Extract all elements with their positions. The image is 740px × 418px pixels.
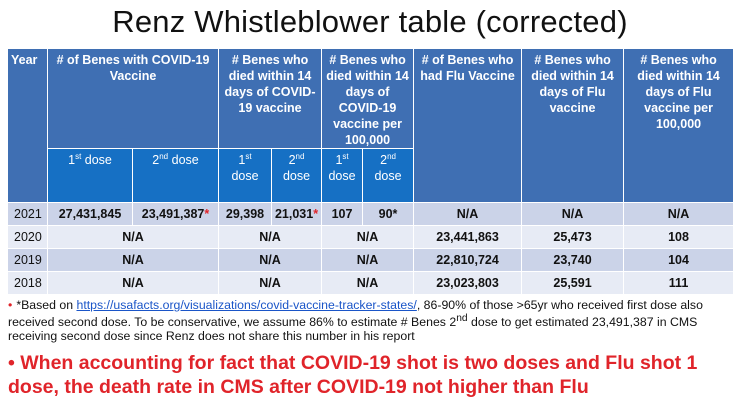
renz-data-table: Year # of Benes with COVID-19 Vaccine # … <box>7 48 735 295</box>
cell-flu-died: N/A <box>521 202 625 226</box>
cell-flu-died: 23,740 <box>521 248 625 272</box>
header-flu-per100k: # Benes who died within 14 days of Flu v… <box>623 48 735 203</box>
cell-died-dose2: 21,031* <box>271 202 323 226</box>
conclusion-text: • When accounting for fact that COVID-19… <box>8 351 736 399</box>
subheader-vaccine-dose1: 1st dose <box>47 148 133 203</box>
cell-year: 2019 <box>7 248 48 272</box>
footnote-sup: nd <box>456 313 468 324</box>
subheader-died-dose1: 1st dose <box>218 148 273 203</box>
cell-year: 2020 <box>7 225 48 249</box>
cell-flu-vaccine: 23,023,803 <box>413 271 523 295</box>
slide-title: Renz Whistleblower table (corrected) <box>112 4 628 39</box>
header-covid-vaccine: # of Benes with COVID-19 Vaccine <box>46 48 220 149</box>
table-row: 2018 N/A N/A N/A 23,023,803 25,591 111 <box>7 271 735 295</box>
cell-covid-vaccine: N/A <box>46 271 220 295</box>
cell-died-dose1: 29,398 <box>218 202 273 226</box>
header-year: Year <box>7 48 48 203</box>
footnote-body: , 86-90% of those >65yr who received fir… <box>8 298 703 330</box>
footnote-body-end: dose to get estimated 23,491,387 in CMS … <box>8 315 698 344</box>
conclusion-bullet: • <box>8 352 15 374</box>
cell-covid-dose2: 23,491,387* <box>131 202 220 226</box>
header-covid-per100k: # Benes who died within 14 days of COVID… <box>321 48 415 149</box>
header-flu-vaccine: # of Benes who had Flu Vaccine <box>413 48 523 203</box>
table-row: 2020 N/A N/A N/A 23,441,863 25,473 108 <box>7 225 735 249</box>
cell-covid-rate: N/A <box>321 248 415 272</box>
footnote-intro: *Based on <box>16 298 77 312</box>
subheader-rate-dose2: 2nd dose <box>362 148 415 203</box>
cell-flu-died: 25,591 <box>521 271 625 295</box>
usafacts-link[interactable]: https://usafacts.org/visualizations/covi… <box>76 298 417 312</box>
cell-covid-rate: N/A <box>321 225 415 249</box>
cell-covid-vaccine: N/A <box>46 225 220 249</box>
cell-covid-dose1: 27,431,845 <box>47 202 133 226</box>
cell-flu-rate: 108 <box>623 225 735 249</box>
subheader-died-dose2: 2nd dose <box>271 148 323 203</box>
cell-flu-rate: 111 <box>623 271 735 295</box>
footnote: • *Based on https://usafacts.org/visualiz… <box>8 298 732 343</box>
cell-flu-rate: 104 <box>623 248 735 272</box>
cell-flu-vaccine: 23,441,863 <box>413 225 523 249</box>
subheader-vaccine-dose2: 2nd dose <box>131 148 220 203</box>
cell-covid-died: N/A <box>218 248 323 272</box>
subheader-rate-dose1: 1st dose <box>321 148 364 203</box>
header-covid-died: # Benes who died within 14 days of COVID… <box>218 48 323 149</box>
cell-covid-died: N/A <box>218 225 323 249</box>
conclusion-body: When accounting for fact that COVID-19 s… <box>8 352 698 398</box>
cell-covid-died: N/A <box>218 271 323 295</box>
cell-covid-rate: N/A <box>321 271 415 295</box>
table-row: 2021 27,431,845 23,491,387* 29,398 21,03… <box>7 202 735 226</box>
cell-covid-vaccine: N/A <box>46 248 220 272</box>
cell-flu-died: 25,473 <box>521 225 625 249</box>
cell-year: 2018 <box>7 271 48 295</box>
subheader-row: 1st dose 2nd dose 1st dose 2nd dose 1st dos… <box>8 148 734 203</box>
header-row: Year # of Benes with COVID-19 Vaccine # … <box>7 48 735 203</box>
cell-year: 2021 <box>7 202 48 226</box>
cell-rate-dose2: 90* <box>362 202 415 226</box>
cell-rate-dose1: 107 <box>321 202 364 226</box>
footnote-bullet: • <box>8 298 13 312</box>
table-row: 2019 N/A N/A N/A 22,810,724 23,740 104 <box>7 248 735 272</box>
cell-flu-rate: N/A <box>623 202 735 226</box>
cell-flu-vaccine: 22,810,724 <box>413 248 523 272</box>
header-flu-died: # Benes who died within 14 days of Flu v… <box>521 48 625 203</box>
cell-flu-vaccine: N/A <box>413 202 523 226</box>
